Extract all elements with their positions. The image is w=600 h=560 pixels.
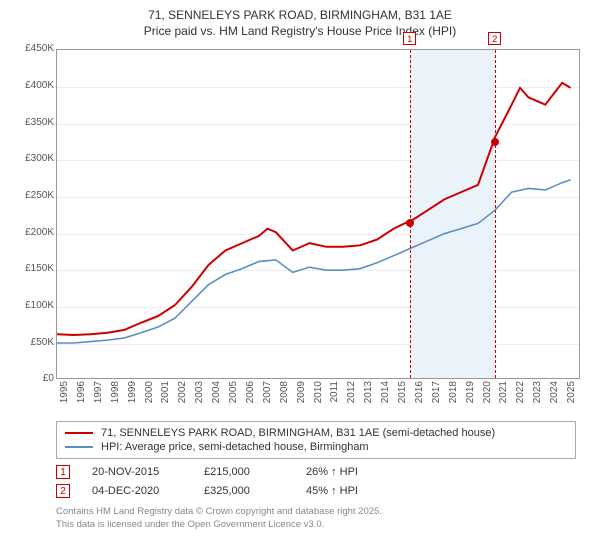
- series-line-price_paid: [57, 83, 571, 335]
- series-line-hpi: [57, 180, 571, 343]
- x-axis-label: 2015: [397, 381, 408, 415]
- x-axis-label: 2005: [228, 381, 239, 415]
- footnote-line: Contains HM Land Registry data © Crown c…: [56, 506, 590, 518]
- footnote-line: This data is licensed under the Open Gov…: [56, 519, 590, 531]
- legend-label: HPI: Average price, semi-detached house,…: [101, 441, 369, 453]
- x-axis-label: 2018: [448, 381, 459, 415]
- y-axis-label: £0: [10, 373, 54, 384]
- footnote: Contains HM Land Registry data © Crown c…: [56, 506, 590, 531]
- sale-price: £325,000: [204, 485, 284, 497]
- title-line-1: 71, SENNELEYS PARK ROAD, BIRMINGHAM, B31…: [10, 8, 590, 24]
- y-axis-label: £300K: [10, 153, 54, 164]
- x-axis-label: 2014: [380, 381, 391, 415]
- x-axis-label: 2001: [160, 381, 171, 415]
- x-axis-label: 2003: [194, 381, 205, 415]
- chart-title: 71, SENNELEYS PARK ROAD, BIRMINGHAM, B31…: [10, 8, 590, 39]
- event-marker: 2: [488, 32, 501, 45]
- x-axis-label: 2010: [313, 381, 324, 415]
- x-axis-label: 2008: [279, 381, 290, 415]
- sale-date: 04-DEC-2020: [92, 485, 182, 497]
- plot-area: 12: [56, 49, 580, 379]
- y-axis-label: £50K: [10, 337, 54, 348]
- x-axis-label: 2022: [515, 381, 526, 415]
- sale-hpi: 45% ↑ HPI: [306, 485, 406, 497]
- sale-price: £215,000: [204, 466, 284, 478]
- title-line-2: Price paid vs. HM Land Registry's House …: [10, 24, 590, 40]
- y-axis-label: £350K: [10, 117, 54, 128]
- x-axis-label: 2023: [532, 381, 543, 415]
- event-line: [410, 50, 411, 378]
- event-dot: [491, 138, 499, 146]
- legend-label: 71, SENNELEYS PARK ROAD, BIRMINGHAM, B31…: [101, 427, 495, 439]
- event-line: [495, 50, 496, 378]
- x-axis-label: 2004: [211, 381, 222, 415]
- x-axis-label: 2019: [465, 381, 476, 415]
- x-axis-label: 2011: [329, 381, 340, 415]
- sale-hpi: 26% ↑ HPI: [306, 466, 406, 478]
- x-axis-label: 2007: [262, 381, 273, 415]
- y-axis-label: £200K: [10, 227, 54, 238]
- legend-item-price-paid: 71, SENNELEYS PARK ROAD, BIRMINGHAM, B31…: [65, 426, 567, 440]
- y-axis-label: £150K: [10, 263, 54, 274]
- y-axis-label: £450K: [10, 43, 54, 54]
- x-axis-label: 2012: [346, 381, 357, 415]
- legend-item-hpi: HPI: Average price, semi-detached house,…: [65, 440, 567, 454]
- x-axis-label: 2016: [414, 381, 425, 415]
- x-axis-label: 1996: [76, 381, 87, 415]
- event-marker: 1: [403, 32, 416, 45]
- x-axis-label: 2000: [144, 381, 155, 415]
- sale-date: 20-NOV-2015: [92, 466, 182, 478]
- sale-row: 1 20-NOV-2015 £215,000 26% ↑ HPI: [56, 465, 590, 479]
- x-axis-label: 2020: [482, 381, 493, 415]
- x-axis-label: 2025: [566, 381, 577, 415]
- y-axis-label: £100K: [10, 300, 54, 311]
- y-axis-label: £400K: [10, 80, 54, 91]
- x-axis-label: 2009: [296, 381, 307, 415]
- legend: 71, SENNELEYS PARK ROAD, BIRMINGHAM, B31…: [56, 421, 576, 459]
- x-axis-label: 2002: [177, 381, 188, 415]
- chart: £0 £50K £100K £150K £200K £250K £300K £350K £400…: [10, 45, 590, 415]
- x-axis-label: 2017: [431, 381, 442, 415]
- x-axis-label: 1999: [127, 381, 138, 415]
- x-axis-label: 2013: [363, 381, 374, 415]
- sale-badge: 1: [56, 465, 70, 479]
- event-dot: [406, 219, 414, 227]
- legend-swatch: [65, 432, 93, 434]
- x-axis-label: 1995: [59, 381, 70, 415]
- x-axis-label: 2006: [245, 381, 256, 415]
- legend-swatch: [65, 446, 93, 448]
- sale-badge: 2: [56, 484, 70, 498]
- x-axis-label: 2024: [549, 381, 560, 415]
- y-axis-label: £250K: [10, 190, 54, 201]
- x-axis-label: 2021: [498, 381, 509, 415]
- x-axis-label: 1997: [93, 381, 104, 415]
- x-axis-label: 1998: [110, 381, 121, 415]
- sale-row: 2 04-DEC-2020 £325,000 45% ↑ HPI: [56, 484, 590, 498]
